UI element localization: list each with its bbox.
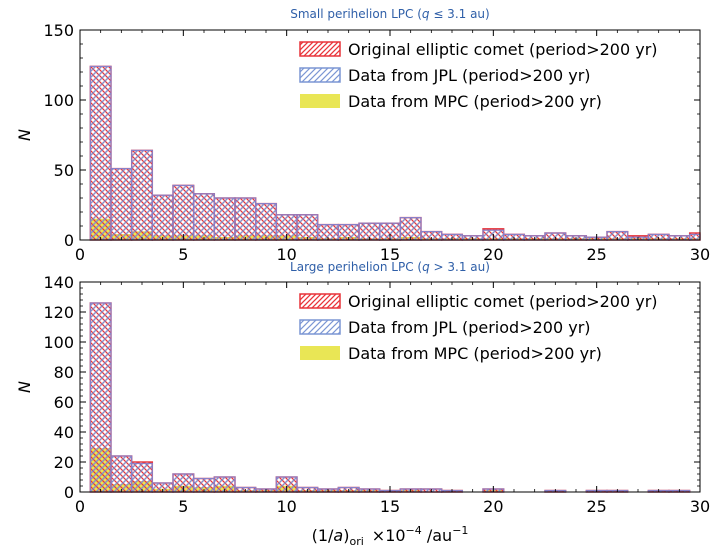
legend-label: Data from JPL (period>200 yr) xyxy=(348,318,591,337)
legend-swatch-fill-yellow xyxy=(300,94,340,108)
x-axis-label: (1/a)ori ×10−4 /au−1 xyxy=(312,524,469,548)
y-tick-label: 120 xyxy=(43,303,74,322)
legend-swatch-hatch-red xyxy=(299,293,341,309)
bar-hatch-blue-6 xyxy=(213,197,236,241)
y-tick-label: 20 xyxy=(54,453,74,472)
legend-label: Original elliptic comet (period>200 yr) xyxy=(348,292,658,311)
x-tick-label: 15 xyxy=(380,245,400,264)
bar-hatch-blue-2 xyxy=(131,462,153,493)
legend-swatch-hatch-red xyxy=(299,41,341,57)
legend-label: Data from MPC (period>200 yr) xyxy=(348,344,602,363)
legend-swatch-hatch-blue xyxy=(299,319,341,335)
x-tick-label: 5 xyxy=(178,497,188,516)
legend-label: Original elliptic comet (period>200 yr) xyxy=(348,40,658,59)
legend-swatch-fill-yellow xyxy=(300,346,340,360)
y-tick-label: 100 xyxy=(43,333,74,352)
panel-top: Small perihelion LPC (q ≤ 3.1 au) 0 5 10 15… xyxy=(15,7,710,264)
bar-hatch-blue-0 xyxy=(89,65,112,241)
legend-label: Data from MPC (period>200 yr) xyxy=(348,92,602,111)
bar-hatch-blue-8 xyxy=(255,203,277,241)
bar-hatch-blue-15 xyxy=(399,217,422,241)
panel-bottom-legend: Original elliptic comet (period>200 yr) D… xyxy=(299,292,658,363)
legend-swatch-hatch-blue xyxy=(299,67,341,83)
bar-hatch-blue-1 xyxy=(110,168,133,241)
x-tick-label: 5 xyxy=(178,245,188,264)
bar-hatch-blue-1 xyxy=(110,455,133,493)
bar-hatch-blue-7 xyxy=(234,197,257,241)
panel-bottom-ticks: 0 5 10 15 20 25 30 0 20 40 60 80 100 120 140 xyxy=(43,273,710,516)
y-tick-label: 50 xyxy=(54,161,74,180)
x-tick-label: 25 xyxy=(586,245,606,264)
x-tick-label: 10 xyxy=(276,245,296,264)
x-tick-label: 30 xyxy=(690,245,710,264)
x-tick-label: 0 xyxy=(75,497,85,516)
y-tick-label: 40 xyxy=(54,423,74,442)
x-tick-label: 10 xyxy=(276,497,296,516)
x-tick-label: 30 xyxy=(690,497,710,516)
y-tick-label: 100 xyxy=(43,91,74,110)
panel-top-ticks: 0 5 10 15 20 25 30 0 50 100 150 xyxy=(43,21,710,264)
legend-label: Data from JPL (period>200 yr) xyxy=(348,66,591,85)
y-tick-label: 80 xyxy=(54,363,74,382)
panel-bottom-frame xyxy=(79,281,701,493)
bar-hatch-blue-0 xyxy=(89,302,112,493)
y-tick-label: 60 xyxy=(54,393,74,412)
bar-hatch-blue-4 xyxy=(172,184,195,241)
y-tick-label: 0 xyxy=(64,231,74,250)
panel-bottom: Large perihelion LPC (q > 3.1 au) 0 5 10 15… xyxy=(15,260,710,516)
panel-top-ylabel: N xyxy=(15,129,34,141)
x-tick-label: 20 xyxy=(483,245,503,264)
x-tick-label: 15 xyxy=(380,497,400,516)
panel-top-legend: Original elliptic comet (period>200 yr) D… xyxy=(299,40,658,111)
y-tick-label: 0 xyxy=(64,483,74,502)
panel-bottom-title: Large perihelion LPC (q > 3.1 au) xyxy=(290,260,490,274)
bar-hatch-blue-29 xyxy=(689,233,701,241)
x-tick-label: 20 xyxy=(483,497,503,516)
bar-hatch-blue-3 xyxy=(151,194,174,241)
x-tick-label: 25 xyxy=(586,497,606,516)
bar-hatch-blue-5 xyxy=(193,193,215,241)
bar-hatch-blue-10 xyxy=(296,214,319,241)
panel-top-title: Small perihelion LPC (q ≤ 3.1 au) xyxy=(290,7,489,21)
panel-bottom-ylabel: N xyxy=(15,381,34,393)
x-tick-label: 0 xyxy=(75,245,85,264)
y-tick-label: 150 xyxy=(43,21,74,40)
y-tick-label: 140 xyxy=(43,273,74,292)
bar-hatch-blue-2 xyxy=(131,149,153,241)
